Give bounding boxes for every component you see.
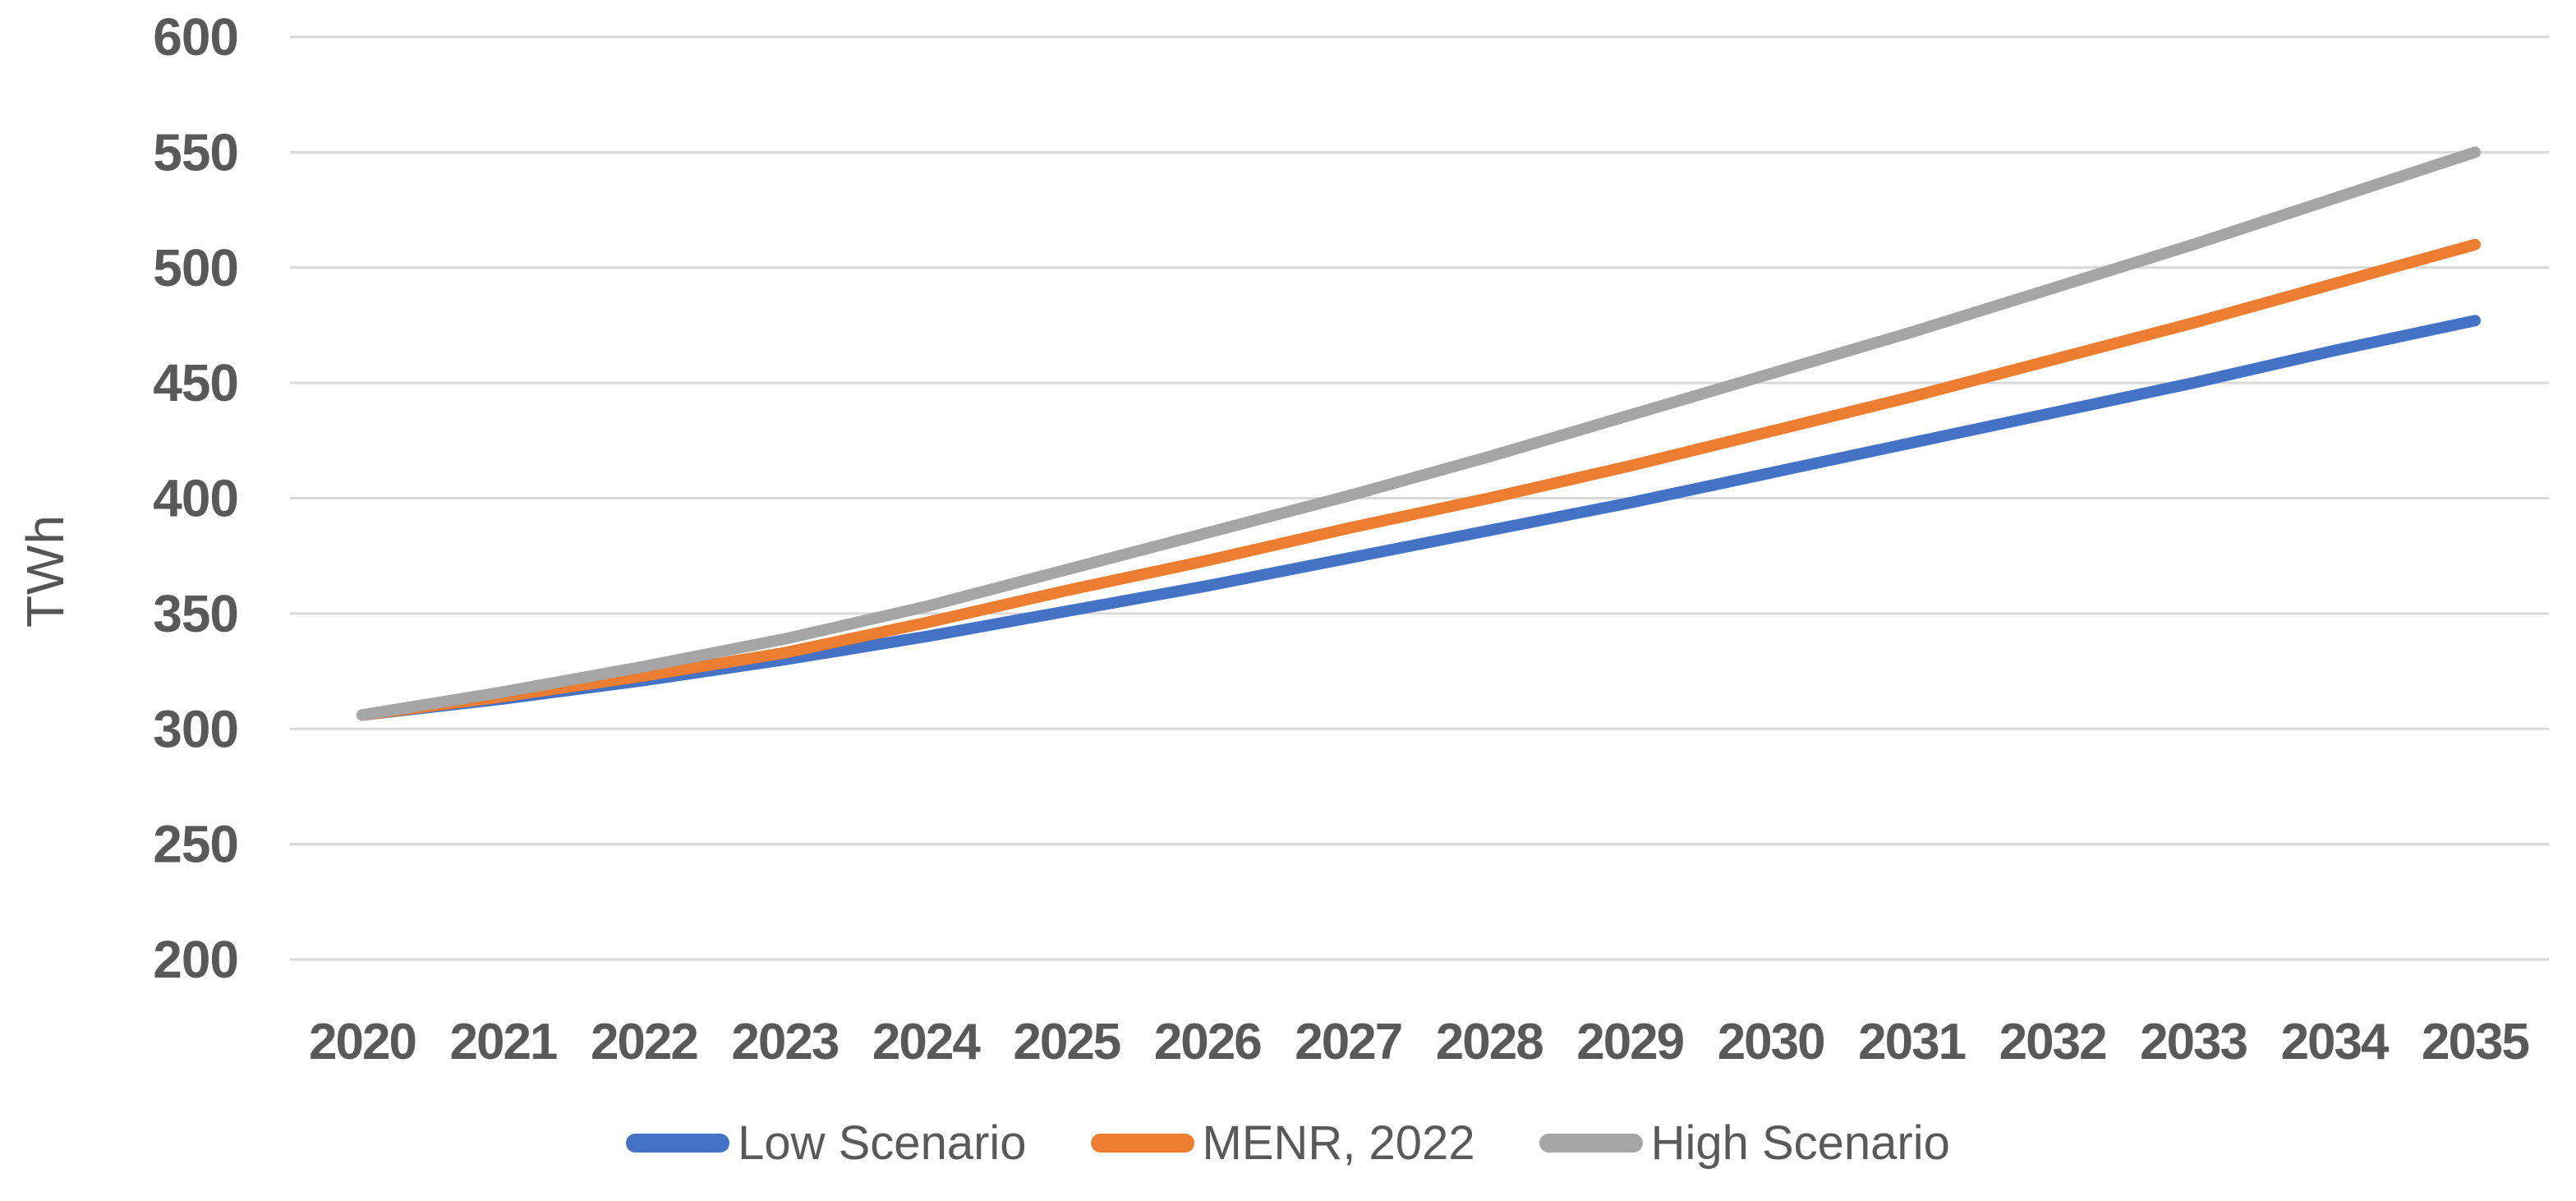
- x-tick-label-2026: 2026: [1154, 1014, 1261, 1070]
- low-scenario-line-icon: [626, 1134, 730, 1153]
- y-tick-label-550: 550: [153, 122, 238, 182]
- y-tick-label-200: 200: [153, 930, 238, 989]
- y-tick-label-300: 300: [153, 699, 238, 758]
- y-tick-label-600: 600: [153, 7, 238, 67]
- x-tick-label-2022: 2022: [591, 1014, 697, 1070]
- legend-label-menr-2022: MENR, 2022: [1202, 1116, 1475, 1170]
- x-tick-label-2025: 2025: [1013, 1014, 1120, 1070]
- x-tick-label-2028: 2028: [1436, 1014, 1543, 1070]
- menr-2022-line-icon: [1090, 1134, 1194, 1153]
- x-tick-label-2031: 2031: [1858, 1014, 1965, 1070]
- x-tick-label-2024: 2024: [872, 1014, 981, 1070]
- legend: Low Scenario MENR, 2022 High Scenario: [0, 1116, 2576, 1171]
- series-line-menr-2022: [356, 238, 2481, 721]
- x-tick-label-2021: 2021: [449, 1014, 556, 1070]
- x-tick-label-2032: 2032: [1999, 1014, 2106, 1070]
- y-axis-title: TWh: [16, 513, 75, 628]
- x-tick-label-2030: 2030: [1718, 1014, 1824, 1070]
- legend-item-menr-2022: MENR, 2022: [1090, 1116, 1475, 1171]
- legend-label-low-scenario: Low Scenario: [738, 1116, 1027, 1170]
- x-tick-label-2027: 2027: [1295, 1014, 1401, 1070]
- high-scenario-line-icon: [1539, 1134, 1643, 1153]
- x-tick-label-2034: 2034: [2281, 1014, 2390, 1070]
- y-tick-label-500: 500: [153, 238, 238, 297]
- series-line-high-scenario: [356, 146, 2481, 721]
- y-tick-label-250: 250: [153, 815, 238, 874]
- x-tick-label-2029: 2029: [1576, 1014, 1683, 1070]
- legend-item-low-scenario: Low Scenario: [626, 1116, 1027, 1171]
- x-tick-label-2033: 2033: [2140, 1014, 2247, 1070]
- y-tick-label-350: 350: [153, 584, 238, 643]
- y-tick-label-450: 450: [153, 353, 238, 412]
- legend-label-high-scenario: High Scenario: [1650, 1116, 1950, 1170]
- x-tick-label-2023: 2023: [731, 1014, 838, 1070]
- x-tick-label-2035: 2035: [2422, 1014, 2528, 1070]
- legend-item-high-scenario: High Scenario: [1539, 1116, 1950, 1171]
- y-tick-label-400: 400: [153, 469, 238, 528]
- x-tick-label-2020: 2020: [309, 1014, 416, 1070]
